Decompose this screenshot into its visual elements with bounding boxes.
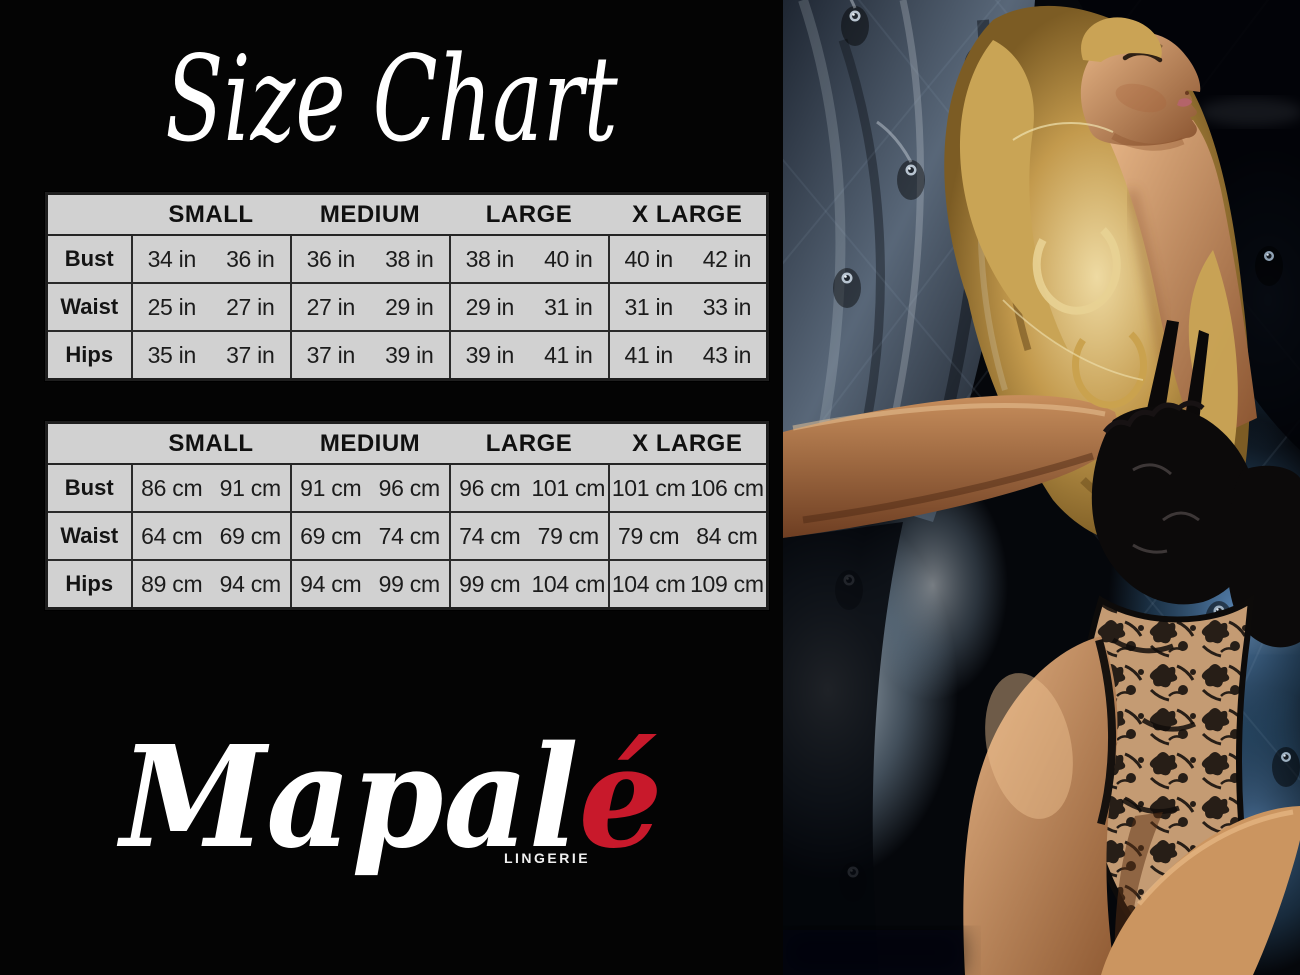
row-label: Bust bbox=[45, 234, 133, 284]
cell-large: 39 in 41 in bbox=[448, 330, 610, 381]
cell-medium: 94 cm 99 cm bbox=[289, 559, 451, 610]
brand-logo: Mapalé bbox=[23, 728, 759, 868]
table-row-hips: Hips 89 cm 94 cm 94 cm 99 cm 99 cm 104 cm 1… bbox=[45, 559, 769, 610]
cell-medium: 36 in 38 in bbox=[289, 234, 451, 284]
col-header-xlarge: X LARGE bbox=[608, 193, 768, 236]
col-header-small: SMALL bbox=[131, 193, 291, 236]
cell-large: 38 in 40 in bbox=[448, 234, 610, 284]
table-row-waist: Waist 64 cm 69 cm 69 cm 74 cm 74 cm 79 cm 7… bbox=[45, 511, 769, 561]
page-title: Size Chart bbox=[165, 30, 618, 168]
col-header-large: LARGE bbox=[449, 193, 609, 236]
cell-small: 35 in 37 in bbox=[130, 330, 292, 381]
cell-large: 99 cm 104 cm bbox=[448, 559, 610, 610]
row-label: Waist bbox=[45, 511, 133, 561]
row-label: Waist bbox=[45, 282, 133, 332]
brand-logo-main: Mapal bbox=[120, 716, 579, 880]
table-row-bust: Bust 86 cm 91 cm 91 cm 96 cm 96 cm 101 cm 1… bbox=[45, 463, 769, 513]
cell-small: 25 in 27 in bbox=[130, 282, 292, 332]
model-legs bbox=[963, 636, 1300, 975]
brand-logo-accent: é bbox=[578, 716, 663, 880]
col-header-small: SMALL bbox=[131, 422, 291, 465]
model-arm bbox=[783, 395, 1121, 538]
cell-large: 96 cm 101 cm bbox=[448, 463, 610, 513]
cell-xlarge: 79 cm 84 cm bbox=[607, 511, 769, 561]
cell-medium: 27 in 29 in bbox=[289, 282, 451, 332]
corner-cell bbox=[46, 193, 132, 236]
cell-small: 89 cm 94 cm bbox=[130, 559, 292, 610]
col-header-medium: MEDIUM bbox=[290, 193, 450, 236]
cell-large: 29 in 31 in bbox=[448, 282, 610, 332]
col-header-large: LARGE bbox=[449, 422, 609, 465]
cell-xlarge: 31 in 33 in bbox=[607, 282, 769, 332]
brand-tagline: LINGERIE bbox=[503, 850, 591, 866]
model-photo: Model with long curly blonde hair leanin… bbox=[783, 0, 1300, 975]
cell-large: 74 cm 79 cm bbox=[448, 511, 610, 561]
cell-small: 86 cm 91 cm bbox=[130, 463, 292, 513]
photo-vignette bbox=[783, 522, 963, 975]
table-row-bust: Bust 34 in 36 in 36 in 38 in 38 in 40 in 40… bbox=[45, 234, 769, 284]
table-row-hips: Hips 35 in 37 in 37 in 39 in 39 in 41 in 41… bbox=[45, 330, 769, 381]
cell-small: 64 cm 69 cm bbox=[130, 511, 292, 561]
corner-cell bbox=[46, 422, 132, 465]
size-table-header-row: SMALL MEDIUM LARGE X LARGE bbox=[46, 193, 768, 236]
cell-small: 34 in 36 in bbox=[130, 234, 292, 284]
cell-xlarge: 104 cm 109 cm bbox=[607, 559, 769, 610]
cell-medium: 91 cm 96 cm bbox=[289, 463, 451, 513]
size-table-header-row: SMALL MEDIUM LARGE X LARGE bbox=[46, 422, 768, 465]
cell-medium: 69 cm 74 cm bbox=[289, 511, 451, 561]
row-label: Hips bbox=[45, 330, 133, 381]
col-header-xlarge: X LARGE bbox=[608, 422, 768, 465]
size-table-inches: SMALL MEDIUM LARGE X LARGE Bust 34 in 36 … bbox=[45, 192, 769, 381]
row-label: Bust bbox=[45, 463, 133, 513]
cell-xlarge: 101 cm 106 cm bbox=[607, 463, 769, 513]
cell-xlarge: 41 in 43 in bbox=[607, 330, 769, 381]
cell-medium: 37 in 39 in bbox=[289, 330, 451, 381]
col-header-medium: MEDIUM bbox=[290, 422, 450, 465]
cell-xlarge: 40 in 42 in bbox=[607, 234, 769, 284]
table-row-waist: Waist 25 in 27 in 27 in 29 in 29 in 31 in 3… bbox=[45, 282, 769, 332]
size-table-centimeters: SMALL MEDIUM LARGE X LARGE Bust 86 cm 91 … bbox=[45, 421, 769, 610]
row-label: Hips bbox=[45, 559, 133, 610]
